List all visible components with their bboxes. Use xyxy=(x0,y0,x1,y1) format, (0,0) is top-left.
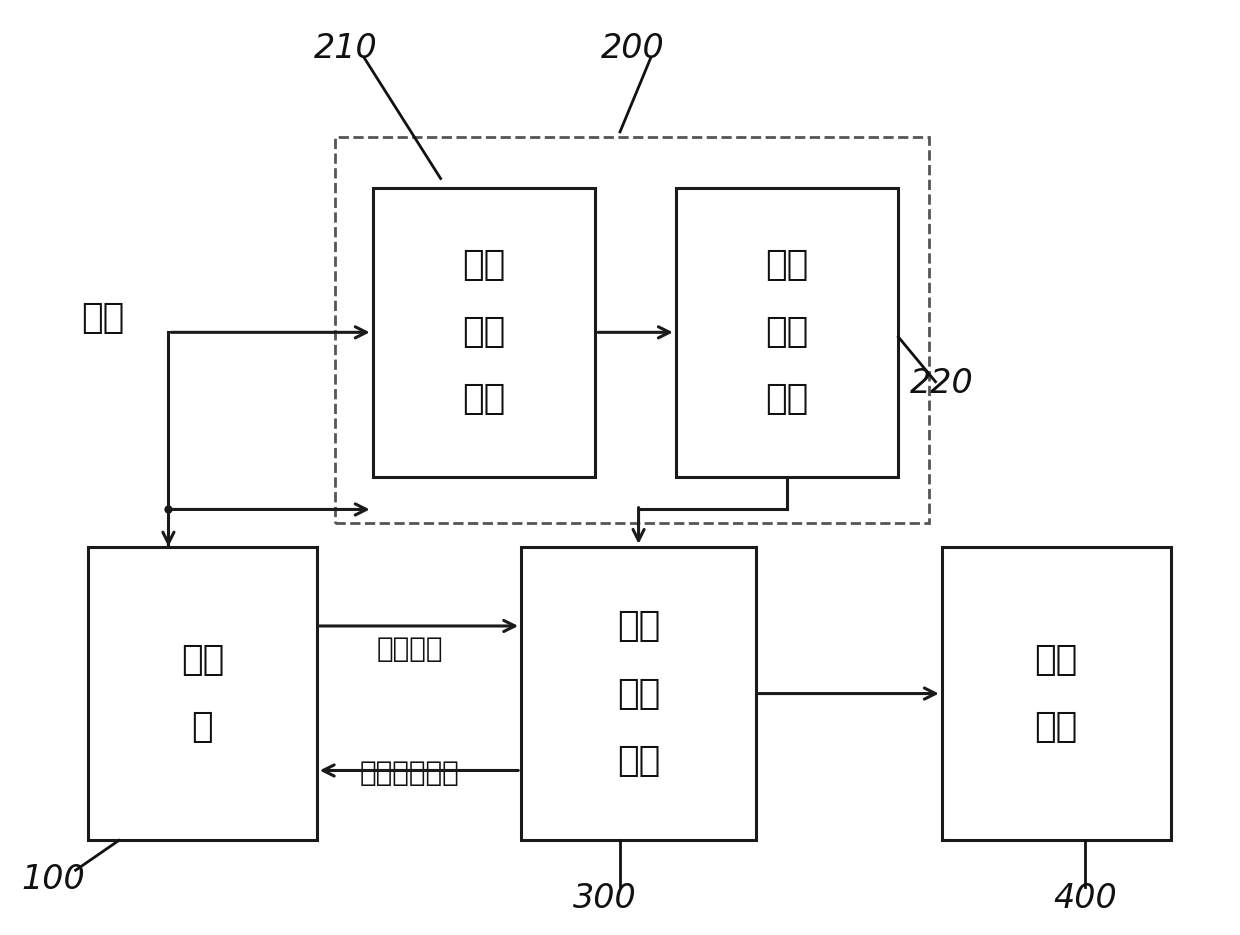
Text: 供电: 供电 xyxy=(463,248,506,282)
Text: 220: 220 xyxy=(910,367,973,400)
Text: 200: 200 xyxy=(600,32,665,65)
Bar xyxy=(88,547,317,841)
Bar xyxy=(941,547,1171,841)
Text: 脉冲信号: 脉冲信号 xyxy=(377,635,443,663)
Text: 电源: 电源 xyxy=(81,301,124,336)
Bar xyxy=(521,547,756,841)
Text: 400: 400 xyxy=(1053,882,1117,914)
Text: 转换: 转换 xyxy=(765,315,808,350)
Text: 机: 机 xyxy=(192,710,213,744)
Bar xyxy=(676,188,898,477)
Text: 电路: 电路 xyxy=(765,382,808,416)
Text: 300: 300 xyxy=(573,882,637,914)
Bar xyxy=(372,188,595,477)
Text: 步进: 步进 xyxy=(1034,643,1078,677)
Text: 控制: 控制 xyxy=(463,315,506,350)
Text: 堵转电流信号: 堵转电流信号 xyxy=(360,759,460,787)
Text: 210: 210 xyxy=(314,32,377,65)
Text: 电机: 电机 xyxy=(1034,710,1078,744)
Text: 阀门: 阀门 xyxy=(618,610,660,643)
Bar xyxy=(336,137,929,524)
Text: 驱动: 驱动 xyxy=(618,677,660,711)
Text: 电源: 电源 xyxy=(765,248,808,282)
Text: 单片: 单片 xyxy=(181,643,224,677)
Text: 单元: 单元 xyxy=(618,743,660,778)
Text: 100: 100 xyxy=(21,863,86,896)
Text: 电路: 电路 xyxy=(463,382,506,416)
